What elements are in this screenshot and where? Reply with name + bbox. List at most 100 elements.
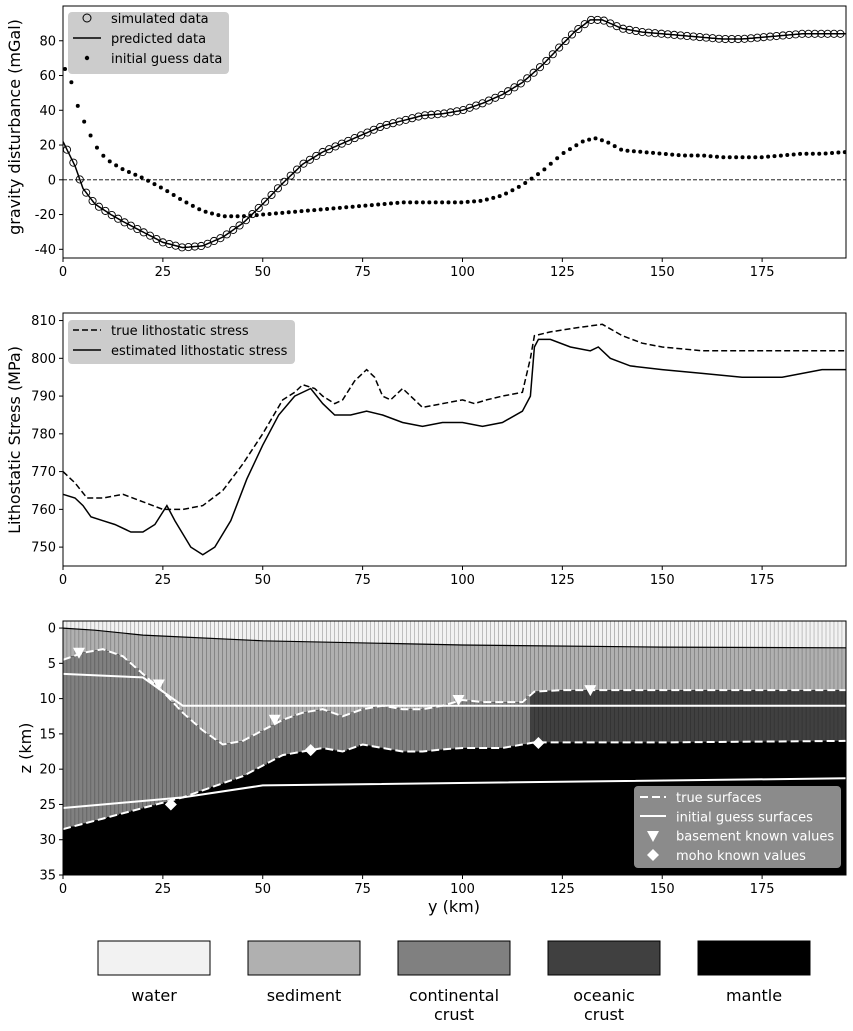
layer-color-key: water sediment continentalcrustoceaniccrus… xyxy=(97,940,811,1024)
prism-cell xyxy=(678,647,683,691)
prism-cell xyxy=(178,710,183,799)
prism-cell xyxy=(482,645,487,703)
prism-cell xyxy=(122,621,128,634)
prism-cell xyxy=(402,621,407,644)
prism-cell xyxy=(562,690,567,743)
prism-cell xyxy=(218,742,223,785)
prism-cell xyxy=(358,709,363,746)
gravity-xtick-label: 175 xyxy=(750,265,775,280)
prism-cell xyxy=(406,643,411,710)
simulated-data-point xyxy=(593,15,602,24)
prism-cell xyxy=(222,621,227,640)
key-swatch-oceanic-crust xyxy=(547,940,661,976)
prism-cell xyxy=(446,644,451,705)
initial-guess-data-point xyxy=(689,153,694,158)
prism-cell xyxy=(706,621,711,648)
simulated-data-point xyxy=(523,74,532,83)
prism-cell xyxy=(598,621,603,647)
prism-cell xyxy=(170,621,175,637)
stress-ytick-label: 780 xyxy=(31,427,56,442)
gravity-ticks: 0 25 50 75 100 125 150 175 -40 -20 0 20 40 60 80 xyxy=(35,34,775,280)
cross-section-legend-box xyxy=(634,786,841,868)
prism-cell xyxy=(318,621,323,643)
prism-cell xyxy=(618,646,623,691)
simulated-data-point xyxy=(663,30,672,39)
prism-cell xyxy=(566,645,571,691)
prism-cell xyxy=(470,644,475,702)
prism-cell xyxy=(234,741,239,779)
simulated-data-point xyxy=(126,221,135,230)
initial-guess-data-point xyxy=(817,151,822,156)
prism-cell xyxy=(430,621,435,645)
initial-guess-data-point xyxy=(267,211,272,216)
prism-cell xyxy=(789,647,795,691)
stress-xtick-label: 150 xyxy=(650,573,675,588)
basement-known-value-marker xyxy=(268,714,281,726)
simulated-data-point xyxy=(267,190,276,199)
initial-guess-data-point xyxy=(133,172,138,177)
simulated-data-point xyxy=(395,117,404,126)
prism-cell xyxy=(242,639,247,741)
stress-plot-area xyxy=(62,312,847,567)
prism-cell xyxy=(502,621,507,646)
prism-cell xyxy=(562,621,567,647)
initial-guess-data-point xyxy=(516,184,521,189)
prism-cell xyxy=(478,701,483,749)
simulated-data-point xyxy=(631,26,640,36)
prism-cell xyxy=(470,621,475,646)
prism-cell xyxy=(414,709,419,752)
initial-guess-data-point xyxy=(644,150,649,155)
prism-cell xyxy=(298,621,303,642)
initial-guess-data-point xyxy=(484,197,489,202)
initial-guess-data-point xyxy=(663,152,668,157)
prism-cell xyxy=(286,717,291,755)
prism-cell xyxy=(330,621,335,643)
prism-cell xyxy=(749,690,755,742)
simulated-data-point xyxy=(619,24,628,33)
cross-section-ytick-label: 5 xyxy=(48,657,56,672)
simulated-data-point xyxy=(273,184,282,193)
initial-guess-data-point xyxy=(785,153,790,158)
prism-cell xyxy=(570,621,575,647)
prism-cell xyxy=(70,656,76,827)
prism-cell xyxy=(757,690,763,742)
stress-y-label: Lithostatic Stress (MPa) xyxy=(5,346,24,534)
prism-cell xyxy=(606,646,611,691)
prism-cell xyxy=(174,706,179,800)
simulated-data-point xyxy=(293,165,302,174)
prism-cell xyxy=(234,621,239,640)
prism-cell xyxy=(190,621,195,638)
initial-guess-data-point xyxy=(190,203,195,208)
prism-cell xyxy=(486,702,491,749)
initial-guess-data-point xyxy=(721,155,726,160)
prism-cell xyxy=(666,647,671,691)
prism-cell xyxy=(450,644,455,703)
prism-cell xyxy=(438,644,443,707)
prism-cell xyxy=(422,621,427,645)
prism-cell xyxy=(730,647,735,691)
simulated-data-point xyxy=(88,196,97,206)
gravity-plot-area xyxy=(62,5,847,259)
prism-cell xyxy=(102,621,108,632)
prism-cell xyxy=(394,708,399,751)
initial-guess-data-point xyxy=(478,198,483,203)
prism-cell xyxy=(398,643,403,709)
prism-cell xyxy=(554,645,559,691)
prism-cell xyxy=(793,621,799,648)
prism-cell xyxy=(406,709,411,752)
prism-cell xyxy=(478,621,483,646)
prism-cell xyxy=(634,646,639,691)
prism-cell xyxy=(378,705,383,748)
initial-guess-data-point xyxy=(440,200,445,205)
prism-cell xyxy=(710,647,715,691)
prism-cell xyxy=(66,621,72,629)
prism-cell xyxy=(426,644,431,709)
initial-guess-data-point xyxy=(734,155,739,160)
prism-cell xyxy=(757,647,763,691)
prism-cell xyxy=(322,621,327,643)
prism-cell xyxy=(198,637,203,729)
initial-guess-data-point xyxy=(459,200,464,205)
prism-cell xyxy=(282,621,287,642)
initial-guess-data-point xyxy=(75,103,80,108)
prism-cell xyxy=(278,641,283,721)
